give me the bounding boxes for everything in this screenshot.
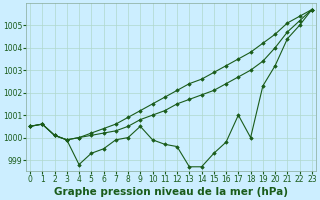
X-axis label: Graphe pression niveau de la mer (hPa): Graphe pression niveau de la mer (hPa) [54, 187, 288, 197]
